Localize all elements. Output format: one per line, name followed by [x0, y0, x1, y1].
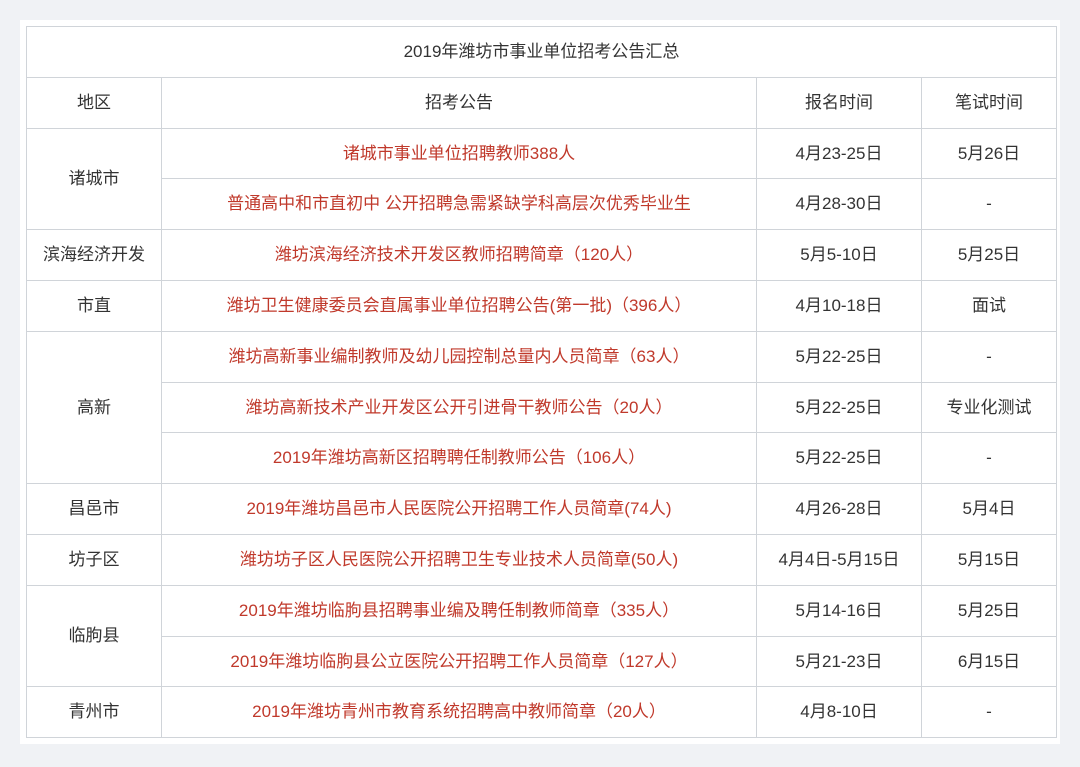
- table-title: 2019年潍坊市事业单位招考公告汇总: [27, 27, 1057, 78]
- announcement-link[interactable]: 2019年潍坊高新区招聘聘任制教师公告（106人）: [162, 433, 757, 484]
- region-cell: 临朐县: [27, 585, 162, 687]
- table-row: 2019年潍坊高新区招聘聘任制教师公告（106人）5月22-25日-: [27, 433, 1057, 484]
- registration-date: 5月21-23日: [757, 636, 922, 687]
- exam-date: 5月15日: [922, 534, 1057, 585]
- exam-date: 专业化测试: [922, 382, 1057, 433]
- exam-date: 6月15日: [922, 636, 1057, 687]
- exam-date: -: [922, 179, 1057, 230]
- table-row: 2019年潍坊临朐县公立医院公开招聘工作人员简章（127人）5月21-23日6月…: [27, 636, 1057, 687]
- table-row: 普通高中和市直初中 公开招聘急需紧缺学科高层次优秀毕业生4月28-30日-: [27, 179, 1057, 230]
- region-cell: 高新: [27, 331, 162, 483]
- region-cell: 青州市: [27, 687, 162, 738]
- exam-date: -: [922, 331, 1057, 382]
- registration-date: 4月23-25日: [757, 128, 922, 179]
- exam-date: -: [922, 687, 1057, 738]
- registration-date: 5月22-25日: [757, 433, 922, 484]
- recruitment-table: 2019年潍坊市事业单位招考公告汇总地区招考公告报名时间笔试时间诸城市诸城市事业…: [26, 26, 1057, 738]
- table-row: 诸城市诸城市事业单位招聘教师388人4月23-25日5月26日: [27, 128, 1057, 179]
- announcement-link[interactable]: 诸城市事业单位招聘教师388人: [162, 128, 757, 179]
- announcement-link[interactable]: 2019年潍坊临朐县招聘事业编及聘任制教师简章（335人）: [162, 585, 757, 636]
- announcement-link[interactable]: 2019年潍坊青州市教育系统招聘高中教师简章（20人）: [162, 687, 757, 738]
- announcement-link[interactable]: 潍坊高新事业编制教师及幼儿园控制总量内人员简章（63人）: [162, 331, 757, 382]
- announcement-link[interactable]: 潍坊卫生健康委员会直属事业单位招聘公告(第一批)（396人）: [162, 280, 757, 331]
- registration-date: 5月22-25日: [757, 331, 922, 382]
- registration-date: 4月26-28日: [757, 484, 922, 535]
- table-row: 坊子区潍坊坊子区人民医院公开招聘卫生专业技术人员简章(50人)4月4日-5月15…: [27, 534, 1057, 585]
- region-cell: 坊子区: [27, 534, 162, 585]
- exam-date: 5月4日: [922, 484, 1057, 535]
- announcement-link[interactable]: 2019年潍坊临朐县公立医院公开招聘工作人员简章（127人）: [162, 636, 757, 687]
- registration-date: 4月28-30日: [757, 179, 922, 230]
- registration-date: 4月10-18日: [757, 280, 922, 331]
- announcement-link[interactable]: 潍坊滨海经济技术开发区教师招聘简章（120人）: [162, 230, 757, 281]
- region-cell: 市直: [27, 280, 162, 331]
- registration-date: 4月8-10日: [757, 687, 922, 738]
- region-cell: 昌邑市: [27, 484, 162, 535]
- table-row: 青州市2019年潍坊青州市教育系统招聘高中教师简章（20人）4月8-10日-: [27, 687, 1057, 738]
- region-cell: 诸城市: [27, 128, 162, 230]
- registration-date: 5月14-16日: [757, 585, 922, 636]
- table-row: 潍坊高新技术产业开发区公开引进骨干教师公告（20人）5月22-25日专业化测试: [27, 382, 1057, 433]
- exam-date: 面试: [922, 280, 1057, 331]
- announcement-link[interactable]: 潍坊高新技术产业开发区公开引进骨干教师公告（20人）: [162, 382, 757, 433]
- table-wrapper: 2019年潍坊市事业单位招考公告汇总地区招考公告报名时间笔试时间诸城市诸城市事业…: [20, 20, 1060, 744]
- table-row: 临朐县2019年潍坊临朐县招聘事业编及聘任制教师简章（335人）5月14-16日…: [27, 585, 1057, 636]
- announcement-link[interactable]: 普通高中和市直初中 公开招聘急需紧缺学科高层次优秀毕业生: [162, 179, 757, 230]
- announcement-link[interactable]: 潍坊坊子区人民医院公开招聘卫生专业技术人员简章(50人): [162, 534, 757, 585]
- announcement-link[interactable]: 2019年潍坊昌邑市人民医院公开招聘工作人员简章(74人): [162, 484, 757, 535]
- column-header-region: 地区: [27, 77, 162, 128]
- table-row: 高新潍坊高新事业编制教师及幼儿园控制总量内人员简章（63人）5月22-25日-: [27, 331, 1057, 382]
- column-header-exam: 笔试时间: [922, 77, 1057, 128]
- exam-date: 5月25日: [922, 585, 1057, 636]
- exam-date: 5月25日: [922, 230, 1057, 281]
- column-header-announcement: 招考公告: [162, 77, 757, 128]
- table-row: 昌邑市2019年潍坊昌邑市人民医院公开招聘工作人员简章(74人)4月26-28日…: [27, 484, 1057, 535]
- table-row: 市直潍坊卫生健康委员会直属事业单位招聘公告(第一批)（396人）4月10-18日…: [27, 280, 1057, 331]
- registration-date: 4月4日-5月15日: [757, 534, 922, 585]
- exam-date: -: [922, 433, 1057, 484]
- table-row: 滨海经济开发潍坊滨海经济技术开发区教师招聘简章（120人）5月5-10日5月25…: [27, 230, 1057, 281]
- region-cell: 滨海经济开发: [27, 230, 162, 281]
- registration-date: 5月5-10日: [757, 230, 922, 281]
- registration-date: 5月22-25日: [757, 382, 922, 433]
- exam-date: 5月26日: [922, 128, 1057, 179]
- column-header-registration: 报名时间: [757, 77, 922, 128]
